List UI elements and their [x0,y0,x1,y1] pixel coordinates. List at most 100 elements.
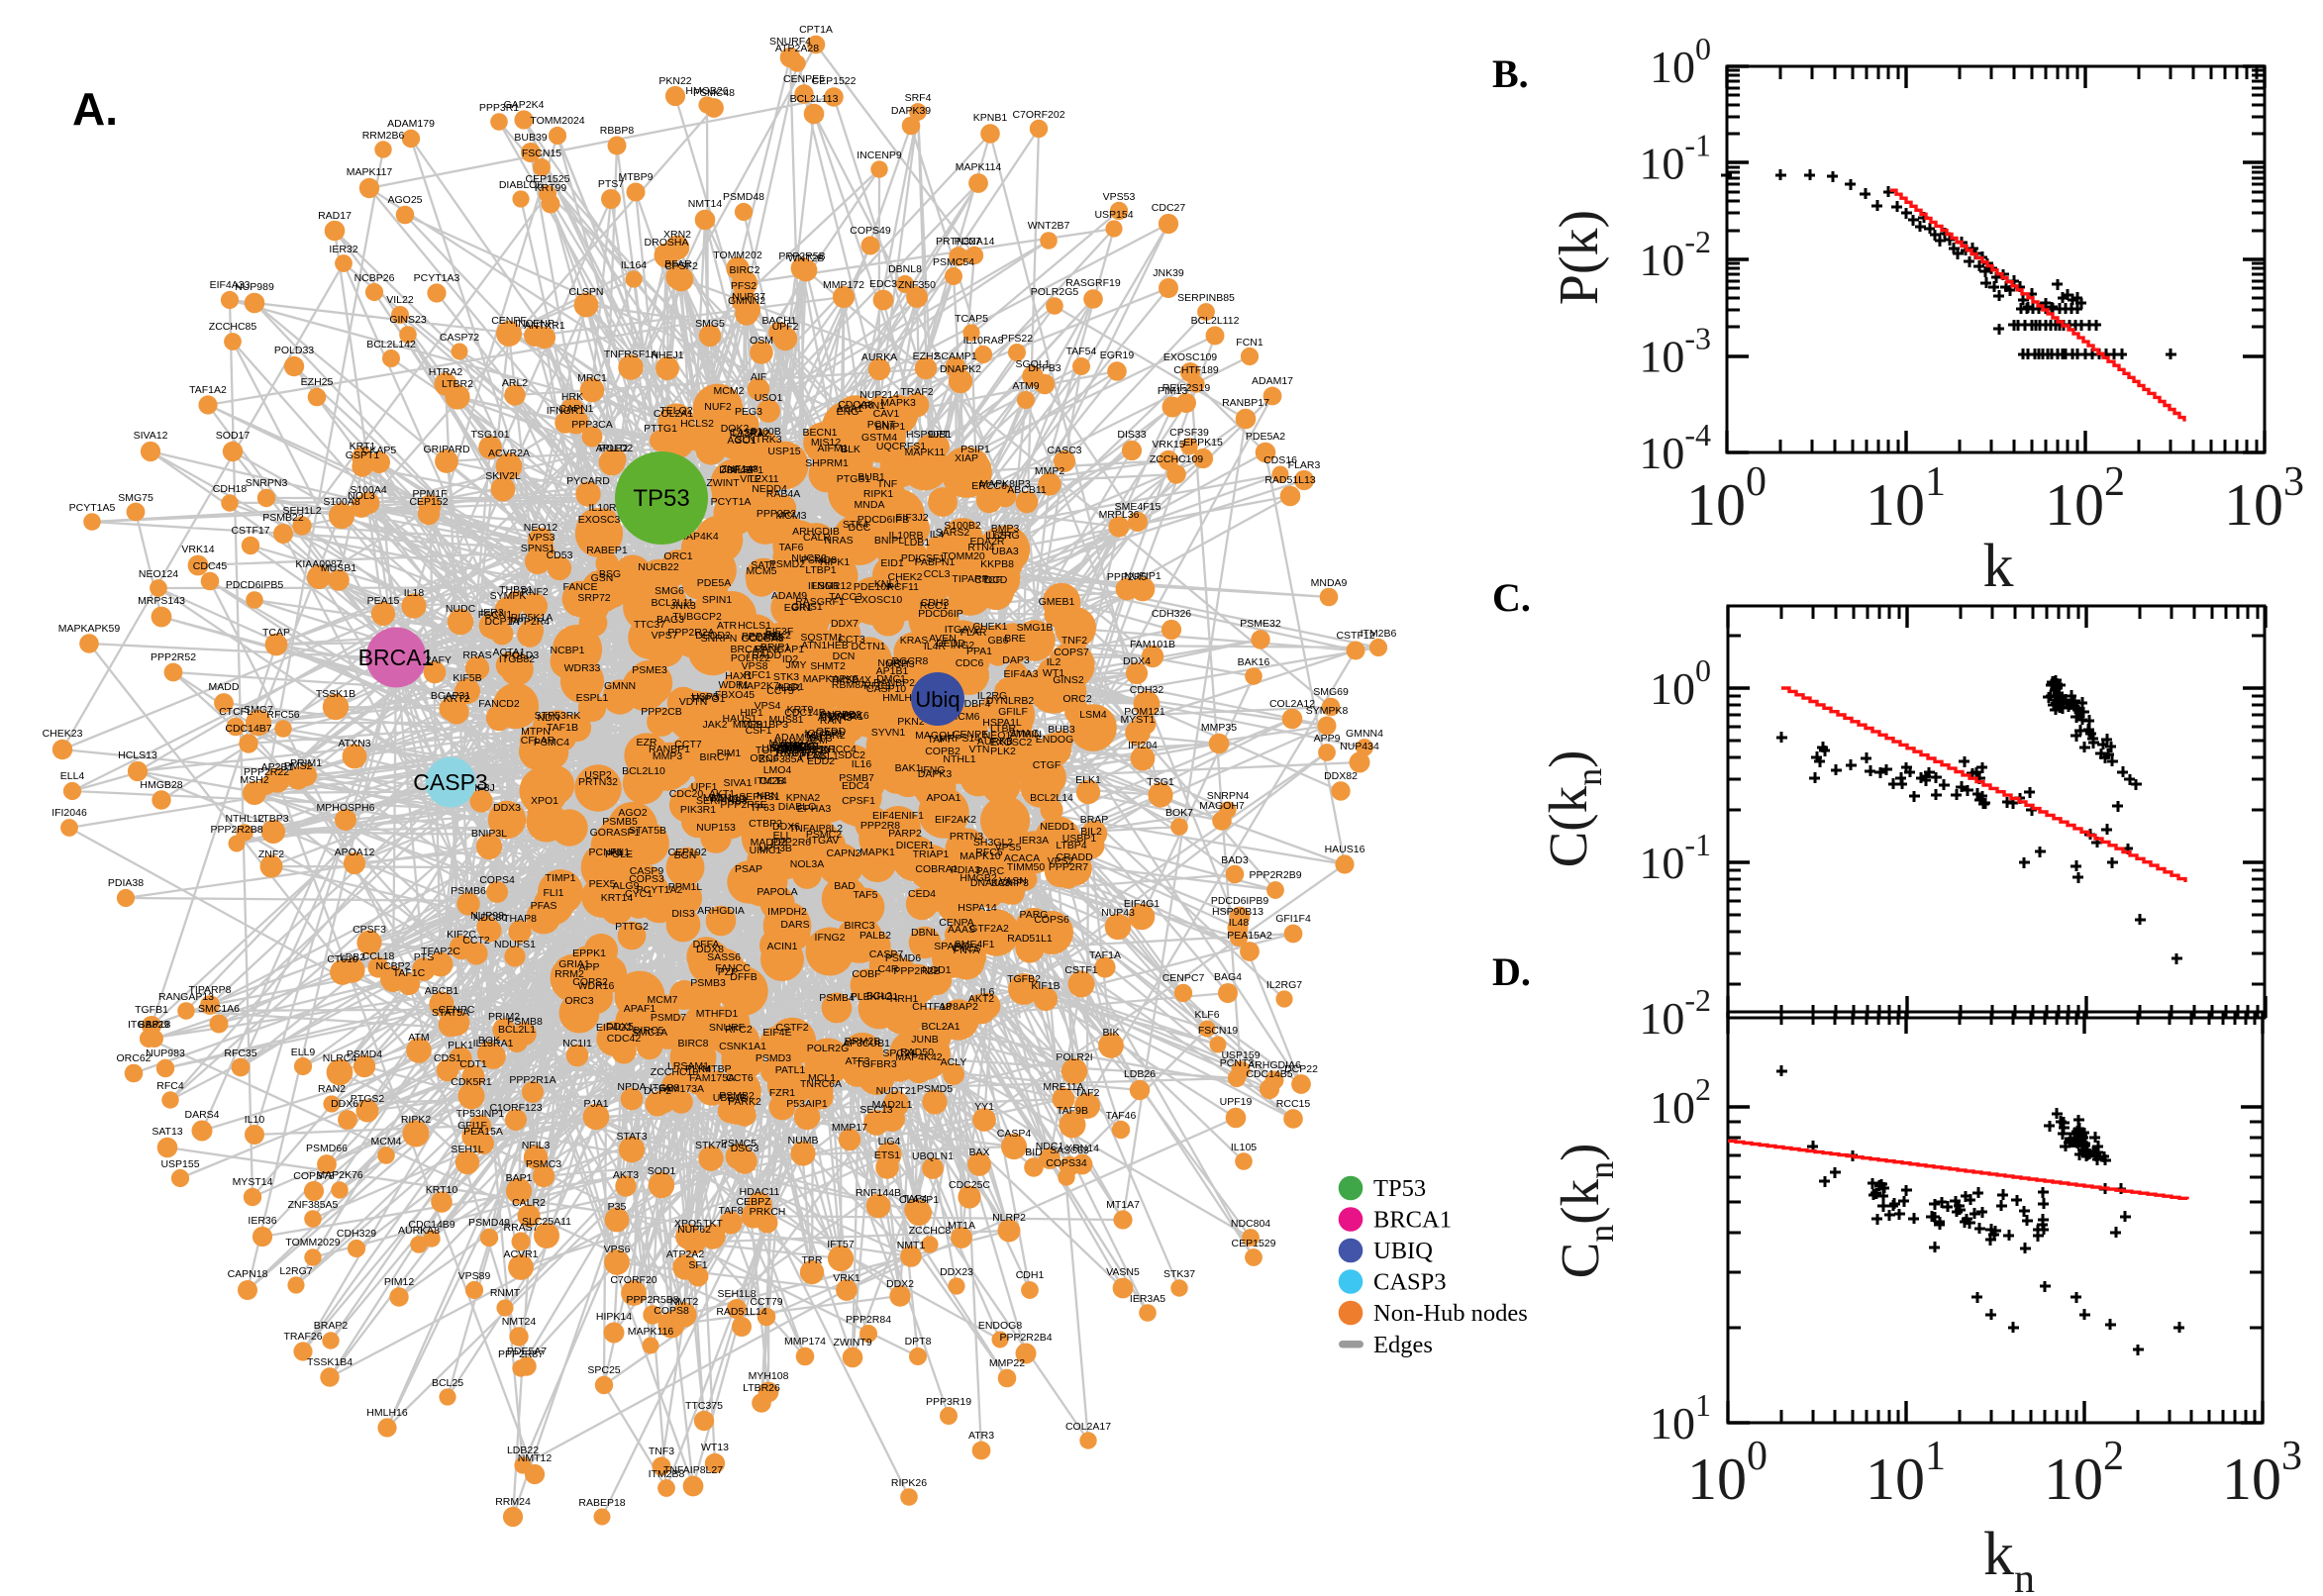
svg-text:CDH18: CDH18 [213,483,248,495]
svg-text:NOD1: NOD1 [922,964,951,976]
svg-text:PARP2: PARP2 [888,828,922,840]
svg-text:RIPK1: RIPK1 [863,488,894,500]
svg-text:GINS2: GINS2 [1053,674,1084,686]
svg-text:DARS: DARS [780,919,809,931]
svg-text:MMP174: MMP174 [784,1336,826,1347]
svg-text:SME4F1: SME4F1 [955,939,995,950]
svg-text:IL164: IL164 [621,259,647,271]
svg-text:PBK: PBK [806,749,827,761]
svg-text:DICER1: DICER1 [896,840,935,851]
svg-text:AURKB: AURKB [977,736,1013,748]
svg-text:THAP8: THAP8 [503,913,537,925]
svg-text:PDCD6IP: PDCD6IP [918,608,963,620]
svg-text:XRN14: XRN14 [1065,1143,1099,1154]
svg-text:NDC804: NDC804 [1231,1218,1270,1230]
svg-text:WDR33: WDR33 [564,662,601,674]
svg-text:VASN5: VASN5 [1106,1266,1140,1278]
svg-text:PRKCH: PRKCH [750,1206,786,1218]
svg-text:MCL1: MCL1 [808,1072,836,1084]
svg-text:HIPK14: HIPK14 [596,1311,632,1323]
svg-text:SPC24: SPC24 [882,1047,915,1059]
svg-text:PPP3R1: PPP3R1 [479,102,519,114]
svg-text:SAT13: SAT13 [152,1126,182,1138]
svg-text:KRT1: KRT1 [350,441,376,452]
svg-text:TSG1: TSG1 [1147,776,1174,788]
svg-text:SRP72: SRP72 [577,592,610,604]
svg-text:CED4: CED4 [908,888,936,900]
svg-text:DDX2: DDX2 [886,1278,914,1290]
svg-text:HCLS1: HCLS1 [738,620,771,632]
svg-text:SERPINB8: SERPINB8 [696,795,748,807]
svg-text:WNT2B7: WNT2B7 [1028,220,1070,232]
svg-text:CENPF: CENPF [491,315,527,327]
svg-text:IL13RA2: IL13RA2 [730,428,770,440]
svg-text:CEP152: CEP152 [409,496,448,508]
svg-text:PDICSF1: PDICSF1 [901,552,946,564]
svg-text:SMG6: SMG6 [655,585,684,597]
svg-text:COL2A17: COL2A17 [1065,1421,1111,1433]
svg-text:JUNB: JUNB [911,1034,938,1046]
svg-text:FLI1: FLI1 [543,887,563,899]
svg-text:COPS78: COPS78 [293,1170,335,1182]
svg-text:PSMC2: PSMC2 [806,829,842,841]
svg-text:GSPT1: GSPT1 [346,449,380,461]
svg-text:MAPK11: MAPK11 [905,447,946,458]
svg-text:SPIN1: SPIN1 [702,594,733,606]
svg-text:TTC37: TTC37 [634,619,665,631]
svg-text:AIFM1: AIFM1 [818,443,849,454]
svg-text:FAM175A: FAM175A [689,1072,735,1084]
svg-text:ERCC6: ERCC6 [971,480,1007,492]
svg-text:MPHOSPH6: MPHOSPH6 [317,802,375,814]
svg-text:PATL1: PATL1 [775,1064,806,1076]
svg-text:BIK: BIK [1103,1027,1120,1039]
svg-text:PCNA1: PCNA1 [588,847,623,858]
svg-text:SYMPK: SYMPK [490,590,527,602]
svg-text:LDB22: LDB22 [507,1445,539,1456]
svg-text:TAF6: TAF6 [779,542,804,553]
svg-text:TCAP5: TCAP5 [955,313,988,325]
svg-text:RANBP1: RANBP1 [649,744,690,755]
svg-text:AVEN: AVEN [929,633,957,645]
svg-text:PLK4: PLK4 [685,1063,711,1075]
svg-text:ABCB11: ABCB11 [1007,484,1047,496]
svg-text:MYH10: MYH10 [768,738,803,749]
svg-text:TAF9B: TAF9B [1057,1105,1088,1117]
svg-text:CASP3: CASP3 [413,769,487,795]
svg-text:MTBP: MTBP [702,1063,731,1075]
svg-text:BNIPL: BNIPL [874,535,905,547]
svg-text:CENPE: CENPE [953,729,988,741]
svg-text:USP155: USP155 [160,1158,199,1170]
svg-text:CENPE5: CENPE5 [783,73,825,85]
svg-text:SMG7: SMG7 [244,704,273,716]
svg-text:NOL3A: NOL3A [790,858,824,870]
svg-text:ELK1: ELK1 [1075,774,1101,786]
svg-text:TTC375: TTC375 [685,1400,723,1412]
svg-text:IFI2046: IFI2046 [51,807,87,819]
svg-text:AP3CUB1: AP3CUB1 [843,1038,890,1049]
svg-text:TCAP: TCAP [262,627,290,639]
svg-text:PABPN1: PABPN1 [915,556,956,568]
svg-text:SNRPB2: SNRPB2 [820,709,861,721]
svg-text:ITGB8: ITGB8 [650,1082,680,1094]
svg-text:AURKA8: AURKA8 [398,1225,440,1237]
svg-text:MAPK116: MAPK116 [628,1326,674,1338]
svg-text:ID2: ID2 [782,653,799,665]
svg-text:NCBP2: NCBP2 [375,960,410,972]
svg-text:MAPK10: MAPK10 [960,850,1001,862]
svg-text:VASN: VASN [999,875,1027,887]
svg-text:EDC3: EDC3 [869,278,897,290]
svg-text:PPP2R5: PPP2R5 [1107,571,1147,583]
svg-text:NCBP1: NCBP1 [550,645,584,656]
svg-text:OSM: OSM [750,335,773,347]
svg-text:BIRC5: BIRC5 [634,1025,664,1037]
svg-text:CTCF: CTCF [974,574,1002,586]
svg-text:PPP2R2B9: PPP2R2B9 [1249,869,1301,881]
svg-text:MMP2: MMP2 [1035,465,1064,477]
svg-text:ZWINT9: ZWINT9 [833,1337,871,1348]
svg-text:MCM3: MCM3 [776,510,807,522]
svg-text:PSMD2: PSMD2 [769,558,805,570]
svg-text:UBE4B: UBE4B [713,1092,747,1104]
svg-text:ITGAV: ITGAV [809,835,840,847]
svg-text:TGFBR2: TGFBR2 [804,730,846,742]
svg-text:PRIM2: PRIM2 [488,1011,520,1023]
